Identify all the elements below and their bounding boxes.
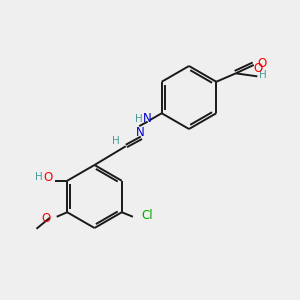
Text: O: O [257, 57, 267, 70]
Text: O: O [254, 62, 263, 75]
Text: H: H [35, 172, 43, 182]
Text: O: O [41, 212, 51, 225]
Text: H: H [135, 114, 143, 124]
Text: N: N [143, 112, 152, 125]
Text: Cl: Cl [141, 209, 153, 222]
Text: N: N [136, 126, 145, 139]
Text: H: H [112, 136, 120, 146]
Text: O: O [43, 171, 52, 184]
Text: H: H [259, 70, 267, 80]
